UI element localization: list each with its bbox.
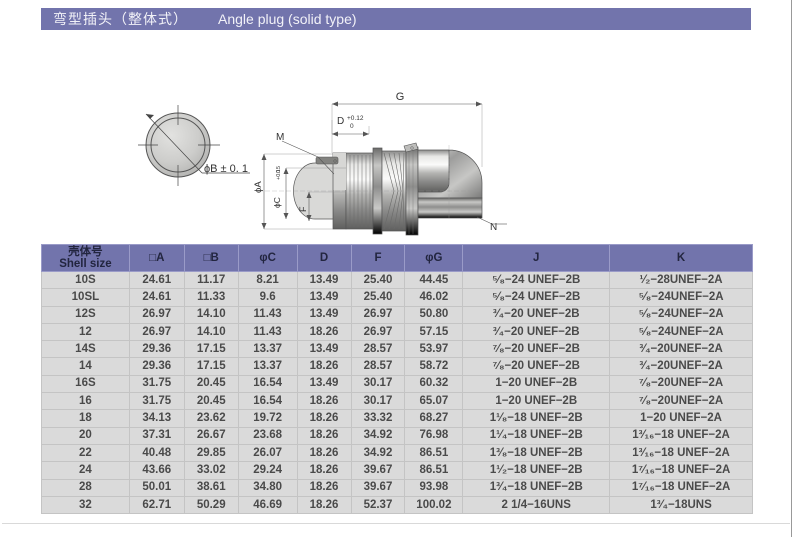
svg-text:0: 0 — [350, 123, 354, 130]
svg-text:G: G — [396, 91, 405, 103]
svg-text:0: 0 — [276, 170, 282, 173]
svg-text:ϕA: ϕA — [253, 181, 264, 193]
svg-text:D: D — [337, 116, 344, 127]
svg-text:ϕB ± 0. 1: ϕB ± 0. 1 — [204, 163, 248, 175]
svg-text:ϕC: ϕC — [272, 197, 282, 208]
svg-text:+0.12: +0.12 — [347, 115, 364, 122]
svg-text:F: F — [298, 206, 308, 212]
